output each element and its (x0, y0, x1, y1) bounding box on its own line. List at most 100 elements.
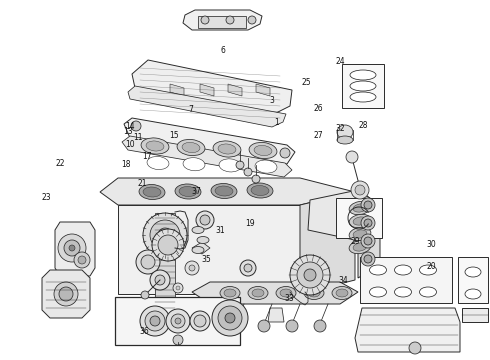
Ellipse shape (219, 159, 241, 172)
Circle shape (314, 320, 326, 332)
Ellipse shape (465, 289, 481, 299)
Ellipse shape (143, 187, 161, 197)
Polygon shape (122, 136, 292, 177)
Circle shape (244, 264, 252, 272)
Polygon shape (128, 86, 286, 127)
Circle shape (59, 287, 73, 301)
Polygon shape (132, 60, 292, 116)
Circle shape (78, 256, 86, 264)
Text: 21: 21 (137, 179, 147, 188)
Circle shape (252, 175, 260, 183)
Circle shape (166, 309, 190, 333)
Circle shape (136, 250, 160, 274)
Ellipse shape (215, 186, 233, 196)
Bar (342, 64, 384, 108)
Circle shape (155, 275, 165, 285)
Circle shape (190, 311, 210, 331)
Ellipse shape (146, 141, 164, 151)
Circle shape (361, 234, 375, 248)
Text: 18: 18 (122, 161, 131, 170)
Ellipse shape (350, 70, 376, 80)
Ellipse shape (465, 267, 481, 277)
Ellipse shape (353, 230, 367, 238)
Circle shape (152, 229, 184, 261)
Circle shape (364, 255, 372, 263)
Polygon shape (256, 84, 270, 96)
Text: 6: 6 (220, 46, 225, 55)
Ellipse shape (369, 265, 387, 275)
Circle shape (212, 300, 248, 336)
Ellipse shape (353, 217, 367, 225)
Circle shape (150, 316, 160, 326)
Circle shape (69, 245, 75, 251)
Circle shape (244, 168, 252, 176)
Polygon shape (124, 118, 295, 164)
Circle shape (131, 121, 141, 131)
Ellipse shape (332, 287, 352, 300)
Ellipse shape (369, 287, 387, 297)
Polygon shape (462, 308, 488, 322)
Ellipse shape (224, 289, 236, 297)
Circle shape (143, 213, 187, 257)
Bar (198, 16, 246, 28)
Text: 17: 17 (142, 152, 152, 161)
Ellipse shape (179, 186, 197, 197)
Ellipse shape (252, 289, 264, 297)
Ellipse shape (337, 136, 353, 144)
Circle shape (218, 306, 242, 330)
Text: 15: 15 (169, 131, 179, 140)
Circle shape (176, 286, 180, 290)
Ellipse shape (350, 92, 376, 102)
Ellipse shape (419, 265, 437, 275)
Ellipse shape (280, 289, 292, 297)
Circle shape (141, 255, 155, 269)
Circle shape (280, 148, 290, 158)
Ellipse shape (254, 145, 272, 156)
Circle shape (158, 235, 178, 255)
Bar (336, 198, 382, 238)
Ellipse shape (220, 287, 240, 300)
Circle shape (361, 216, 375, 230)
Text: 3: 3 (270, 96, 274, 105)
Polygon shape (155, 213, 175, 310)
Circle shape (346, 151, 358, 163)
Polygon shape (268, 308, 284, 322)
Polygon shape (228, 84, 242, 96)
Ellipse shape (183, 158, 205, 171)
Circle shape (64, 240, 80, 256)
Text: 36: 36 (140, 327, 149, 336)
Polygon shape (183, 10, 262, 30)
Polygon shape (358, 190, 380, 278)
Circle shape (175, 318, 181, 324)
Ellipse shape (139, 184, 165, 199)
Ellipse shape (249, 143, 277, 159)
Polygon shape (192, 242, 210, 254)
Ellipse shape (141, 138, 169, 154)
Ellipse shape (394, 287, 412, 297)
Circle shape (158, 228, 172, 242)
Circle shape (355, 185, 365, 195)
Circle shape (150, 270, 170, 290)
Text: 26: 26 (314, 104, 323, 113)
Polygon shape (300, 192, 355, 294)
Circle shape (201, 16, 209, 24)
Text: 14: 14 (125, 122, 135, 131)
Circle shape (351, 181, 369, 199)
Ellipse shape (349, 214, 371, 228)
Polygon shape (55, 222, 95, 276)
Circle shape (248, 16, 256, 24)
Ellipse shape (349, 201, 371, 215)
Ellipse shape (175, 184, 201, 199)
Ellipse shape (182, 143, 200, 153)
Text: 13: 13 (123, 127, 133, 136)
Circle shape (189, 265, 195, 271)
Bar (360, 257, 452, 303)
Ellipse shape (248, 287, 268, 300)
Circle shape (361, 198, 375, 212)
Circle shape (140, 306, 170, 336)
Circle shape (74, 252, 90, 268)
Circle shape (361, 252, 375, 266)
Text: 31: 31 (216, 226, 225, 235)
Circle shape (173, 283, 183, 293)
Ellipse shape (353, 204, 367, 212)
